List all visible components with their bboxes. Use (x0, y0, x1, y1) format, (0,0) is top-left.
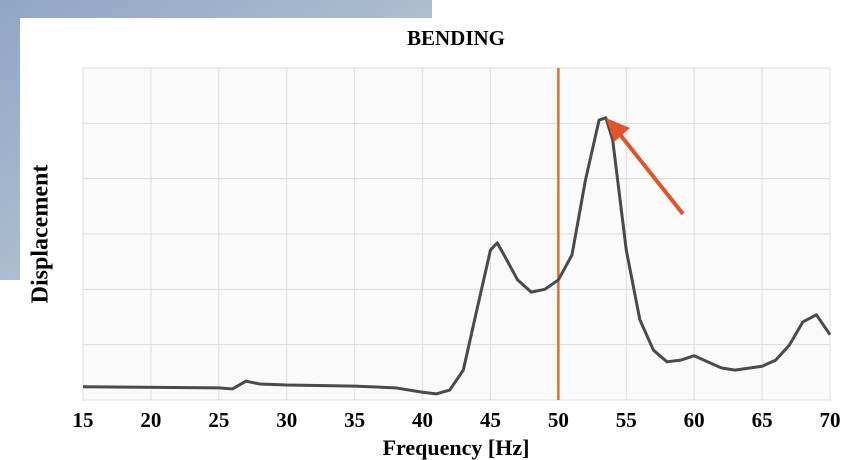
y-axis-label: Displacement (28, 165, 54, 304)
x-axis-label: Frequency [Hz] (383, 435, 530, 460)
x-tick-label: 55 (616, 408, 637, 432)
x-tick-label: 20 (140, 408, 161, 432)
x-tick-label: 70 (820, 408, 841, 432)
chart: 15 20 25 30 35 40 45 50 55 60 65 70 BENDING Frequen… (0, 0, 848, 460)
x-tick-label: 65 (752, 408, 773, 432)
x-tick-label: 50 (548, 408, 569, 432)
x-tick-label: 25 (208, 408, 229, 432)
x-tick-label: 30 (276, 408, 297, 432)
x-tick-label: 60 (684, 408, 705, 432)
x-tick-label: 40 (412, 408, 433, 432)
chart-title: BENDING (407, 26, 505, 50)
x-tick-label: 45 (480, 408, 501, 432)
x-tick-label: 15 (73, 408, 94, 432)
x-tick-label: 35 (344, 408, 365, 432)
